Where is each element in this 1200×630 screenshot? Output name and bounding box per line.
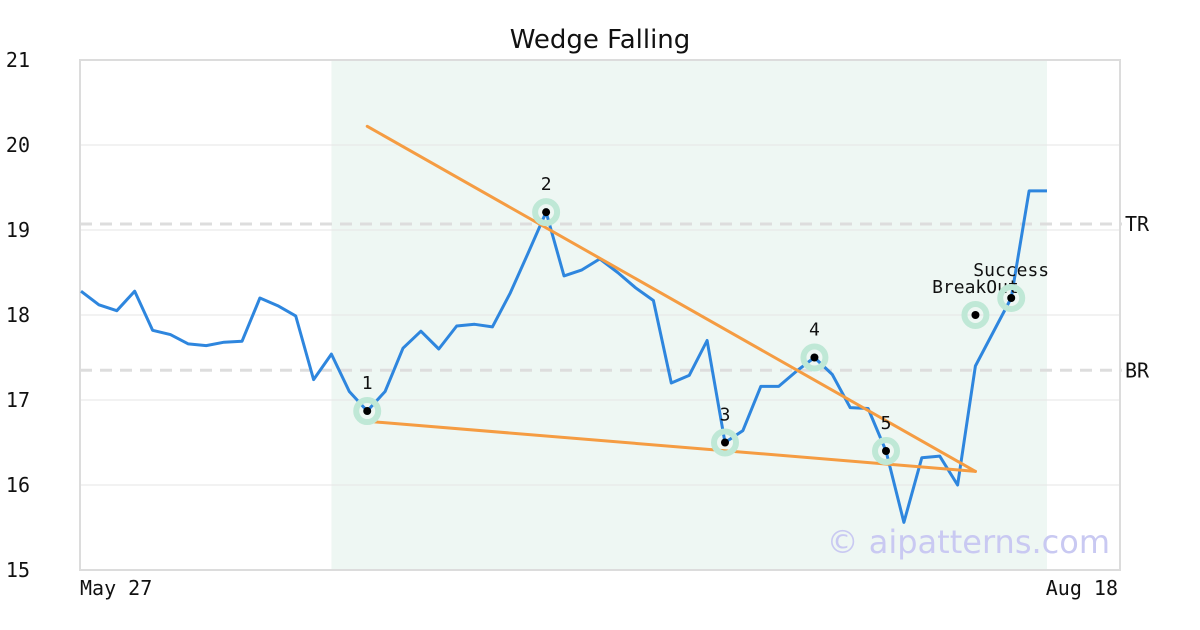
y-tick-label: 21	[6, 48, 30, 72]
point-halo	[961, 301, 990, 329]
x-tick-label: Aug 18	[1046, 576, 1118, 600]
point-label: 2	[541, 174, 552, 195]
trendline	[365, 419, 977, 473]
reference-label: BR	[1125, 358, 1150, 382]
point-label: 4	[809, 320, 820, 341]
point-dot	[363, 407, 372, 416]
y-tick-label: 20	[6, 133, 30, 157]
point-dot	[721, 438, 729, 447]
y-axis: 15 16 17 18 19 20 21	[6, 48, 30, 582]
point-label: Success	[973, 260, 1049, 281]
point-halo	[800, 343, 829, 372]
point-dot	[971, 311, 980, 319]
point-label: 1	[362, 373, 373, 394]
point-dot	[810, 353, 819, 362]
y-tick-label: 15	[6, 558, 30, 582]
point-halo	[872, 437, 900, 465]
reference-lines: TR BR	[80, 212, 1150, 382]
point-dot	[542, 208, 551, 217]
point-halo	[532, 198, 561, 227]
point-halo	[997, 284, 1026, 312]
point-label: BreakOut	[932, 277, 1019, 298]
trendline	[365, 124, 977, 473]
point-label: 5	[881, 413, 892, 434]
point-dot	[1007, 294, 1016, 302]
x-tick-label: May 27	[80, 576, 152, 600]
chart-title: Wedge Falling	[510, 25, 691, 55]
point-halo	[711, 428, 739, 457]
y-tick-label: 19	[6, 218, 30, 242]
reference-label: TR	[1125, 212, 1150, 236]
point-label: 3	[720, 405, 731, 426]
point-halo	[353, 397, 382, 426]
watermark: © aipatterns.com	[827, 523, 1110, 561]
trendlines	[365, 124, 977, 473]
x-axis: May 27 Aug 18	[80, 576, 1118, 600]
point-dot	[882, 447, 890, 455]
y-tick-label: 16	[6, 473, 30, 497]
y-tick-label: 18	[6, 303, 30, 327]
plot-frame	[79, 59, 1121, 571]
y-tick-label: 17	[6, 388, 30, 412]
